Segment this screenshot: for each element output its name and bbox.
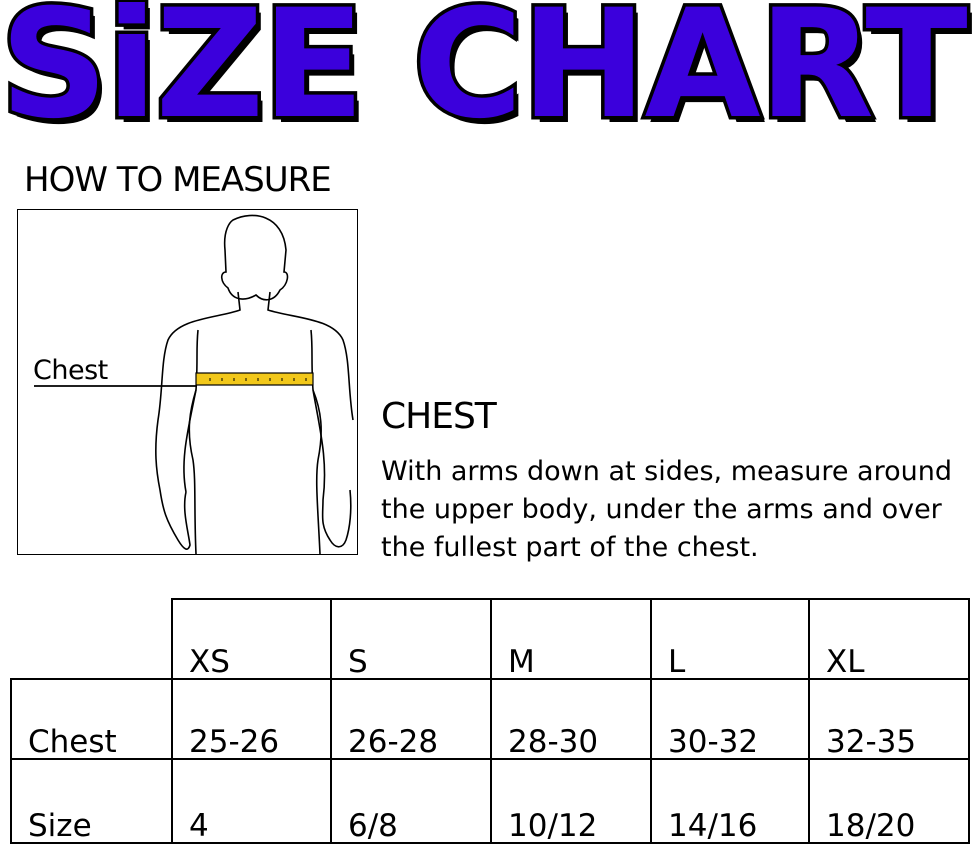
table-cell: 30-32 bbox=[650, 678, 810, 760]
table-cell: 18/20 bbox=[808, 758, 970, 844]
table-cell: 32-35 bbox=[808, 678, 970, 760]
cell-text: 18/20 bbox=[826, 808, 916, 844]
cell-text: Chest bbox=[28, 724, 117, 760]
column-header: M bbox=[490, 598, 652, 680]
measurement-figure: Chest bbox=[17, 209, 358, 555]
cell-text: S bbox=[348, 644, 368, 680]
measuring-tape bbox=[195, 372, 314, 386]
column-header: XS bbox=[171, 598, 332, 680]
column-header: S bbox=[330, 598, 492, 680]
table-cell: 14/16 bbox=[650, 758, 810, 844]
table-cell: 10/12 bbox=[490, 758, 652, 844]
column-header: XL bbox=[808, 598, 970, 680]
cell-text: 25-26 bbox=[189, 724, 280, 760]
cell-text: 26-28 bbox=[348, 724, 439, 760]
table-cell: 26-28 bbox=[330, 678, 492, 760]
how-to-measure-heading: HOW TO MEASURE bbox=[24, 160, 332, 200]
cell-text: M bbox=[508, 644, 535, 680]
table-cell: 25-26 bbox=[171, 678, 332, 760]
page-title: SiZE CHART bbox=[0, 0, 971, 156]
cell-text: XS bbox=[189, 644, 230, 680]
row-label: Size bbox=[10, 758, 173, 844]
cell-text: 14/16 bbox=[668, 808, 758, 844]
column-header: L bbox=[650, 598, 810, 680]
cell-text: 28-30 bbox=[508, 724, 599, 760]
cell-text: 4 bbox=[189, 808, 209, 844]
instruction-heading: CHEST bbox=[381, 396, 497, 437]
row-label: Chest bbox=[10, 678, 173, 760]
table-cell: 6/8 bbox=[330, 758, 492, 844]
instruction-text: With arms down at sides, measure around … bbox=[381, 456, 952, 563]
cell-text: Size bbox=[28, 808, 92, 844]
chest-label: Chest bbox=[33, 355, 108, 386]
cell-text: 6/8 bbox=[348, 808, 398, 844]
table-cell: 28-30 bbox=[490, 678, 652, 760]
cell-text: XL bbox=[826, 644, 865, 680]
cell-text: 32-35 bbox=[826, 724, 917, 760]
cell-text: 30-32 bbox=[668, 724, 759, 760]
body-outline-icon bbox=[34, 214, 354, 554]
table-cell: 4 bbox=[171, 758, 332, 844]
cell-text: L bbox=[668, 644, 686, 680]
cell-text: 10/12 bbox=[508, 808, 598, 844]
